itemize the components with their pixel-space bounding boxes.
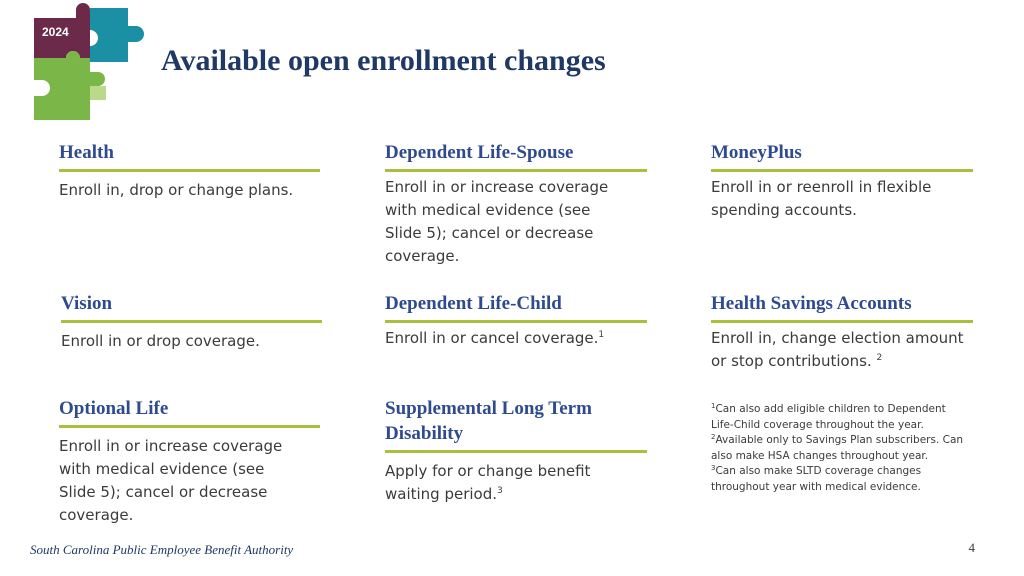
card-hsa-body: Enroll in, change election amount or sto… (711, 327, 966, 373)
divider (385, 450, 647, 453)
divider (385, 169, 647, 172)
card-sltd: Supplemental Long Term Disability Apply … (385, 396, 647, 506)
card-hsa-text: Enroll in, change election amount or sto… (711, 329, 964, 370)
divider (59, 425, 320, 428)
footer-org-name: South Carolina Public Employee Benefit A… (30, 542, 294, 557)
card-dependent-life-spouse: Dependent Life-Spouse Enroll in or incre… (385, 140, 647, 268)
divider (711, 320, 973, 323)
card-dependent-life-child-title: Dependent Life-Child (385, 293, 562, 314)
divider (59, 169, 320, 172)
divider (61, 320, 322, 323)
page-title: Available open enrollment changes (161, 44, 606, 77)
footnote-1: 1Can also add eligible children to Depen… (711, 403, 946, 431)
footnotes: 1Can also add eligible children to Depen… (711, 402, 966, 495)
card-dependent-life-child-body: Enroll in or cancel coverage.1 (385, 327, 647, 350)
card-sltd-text: Apply for or change benefit waiting peri… (385, 462, 591, 503)
card-moneyplus: MoneyPlus Enroll in or reenroll in flexi… (711, 140, 973, 222)
page-number: 4 (968, 540, 976, 555)
footnote-2-num: 2 (711, 433, 716, 441)
card-vision-title: Vision (61, 293, 113, 314)
card-sltd-title: Supplemental Long Term Disability (385, 398, 592, 444)
card-moneyplus-text: Enroll in or reenroll in flexible spendi… (711, 178, 932, 219)
card-hsa-title: Health Savings Accounts (711, 293, 912, 314)
card-hsa: Health Savings Accounts Enroll in, chang… (711, 291, 973, 373)
card-dependent-life-child: Dependent Life-Child Enroll in or cancel… (385, 291, 647, 350)
divider (385, 320, 647, 323)
card-dependent-life-spouse-text: Enroll in or increase coverage with medi… (385, 178, 609, 265)
card-optional-life: Optional Life Enroll in or increase cove… (59, 396, 320, 527)
logo-year: 2024 (42, 25, 69, 39)
footnote-ref-1: 1 (598, 330, 605, 340)
footnote-1-text: Can also add eligible children to Depend… (711, 403, 946, 431)
puzzle-logo: 2024 (28, 0, 153, 125)
card-optional-life-title: Optional Life (59, 398, 169, 419)
footnote-3-num: 3 (711, 464, 716, 472)
card-moneyplus-title: MoneyPlus (711, 142, 802, 163)
card-health: Health Enroll in, drop or change plans. (59, 140, 320, 202)
card-vision-text: Enroll in or drop coverage. (61, 332, 260, 350)
footnote-ref-3: 3 (497, 486, 503, 496)
footnote-ref-2: 2 (876, 353, 883, 363)
card-dependent-life-child-text: Enroll in or cancel coverage. (385, 329, 599, 347)
footnote-3-text: Can also make SLTD coverage changes thro… (711, 465, 922, 493)
card-dependent-life-spouse-title: Dependent Life-Spouse (385, 142, 574, 163)
footnote-1-num: 1 (711, 402, 716, 410)
footnote-2-text: Available only to Savings Plan subscribe… (711, 434, 964, 462)
footnote-3: 3Can also make SLTD coverage changes thr… (711, 465, 921, 493)
card-health-title: Health (59, 142, 114, 163)
card-sltd-body: Apply for or change benefit waiting peri… (385, 460, 615, 506)
divider (711, 169, 973, 172)
footnote-2: 2Available only to Savings Plan subscrib… (711, 434, 963, 462)
card-optional-life-text: Enroll in or increase coverage with medi… (59, 437, 283, 524)
card-health-text: Enroll in, drop or change plans. (59, 181, 294, 199)
card-vision: Vision Enroll in or drop coverage. (61, 291, 322, 353)
